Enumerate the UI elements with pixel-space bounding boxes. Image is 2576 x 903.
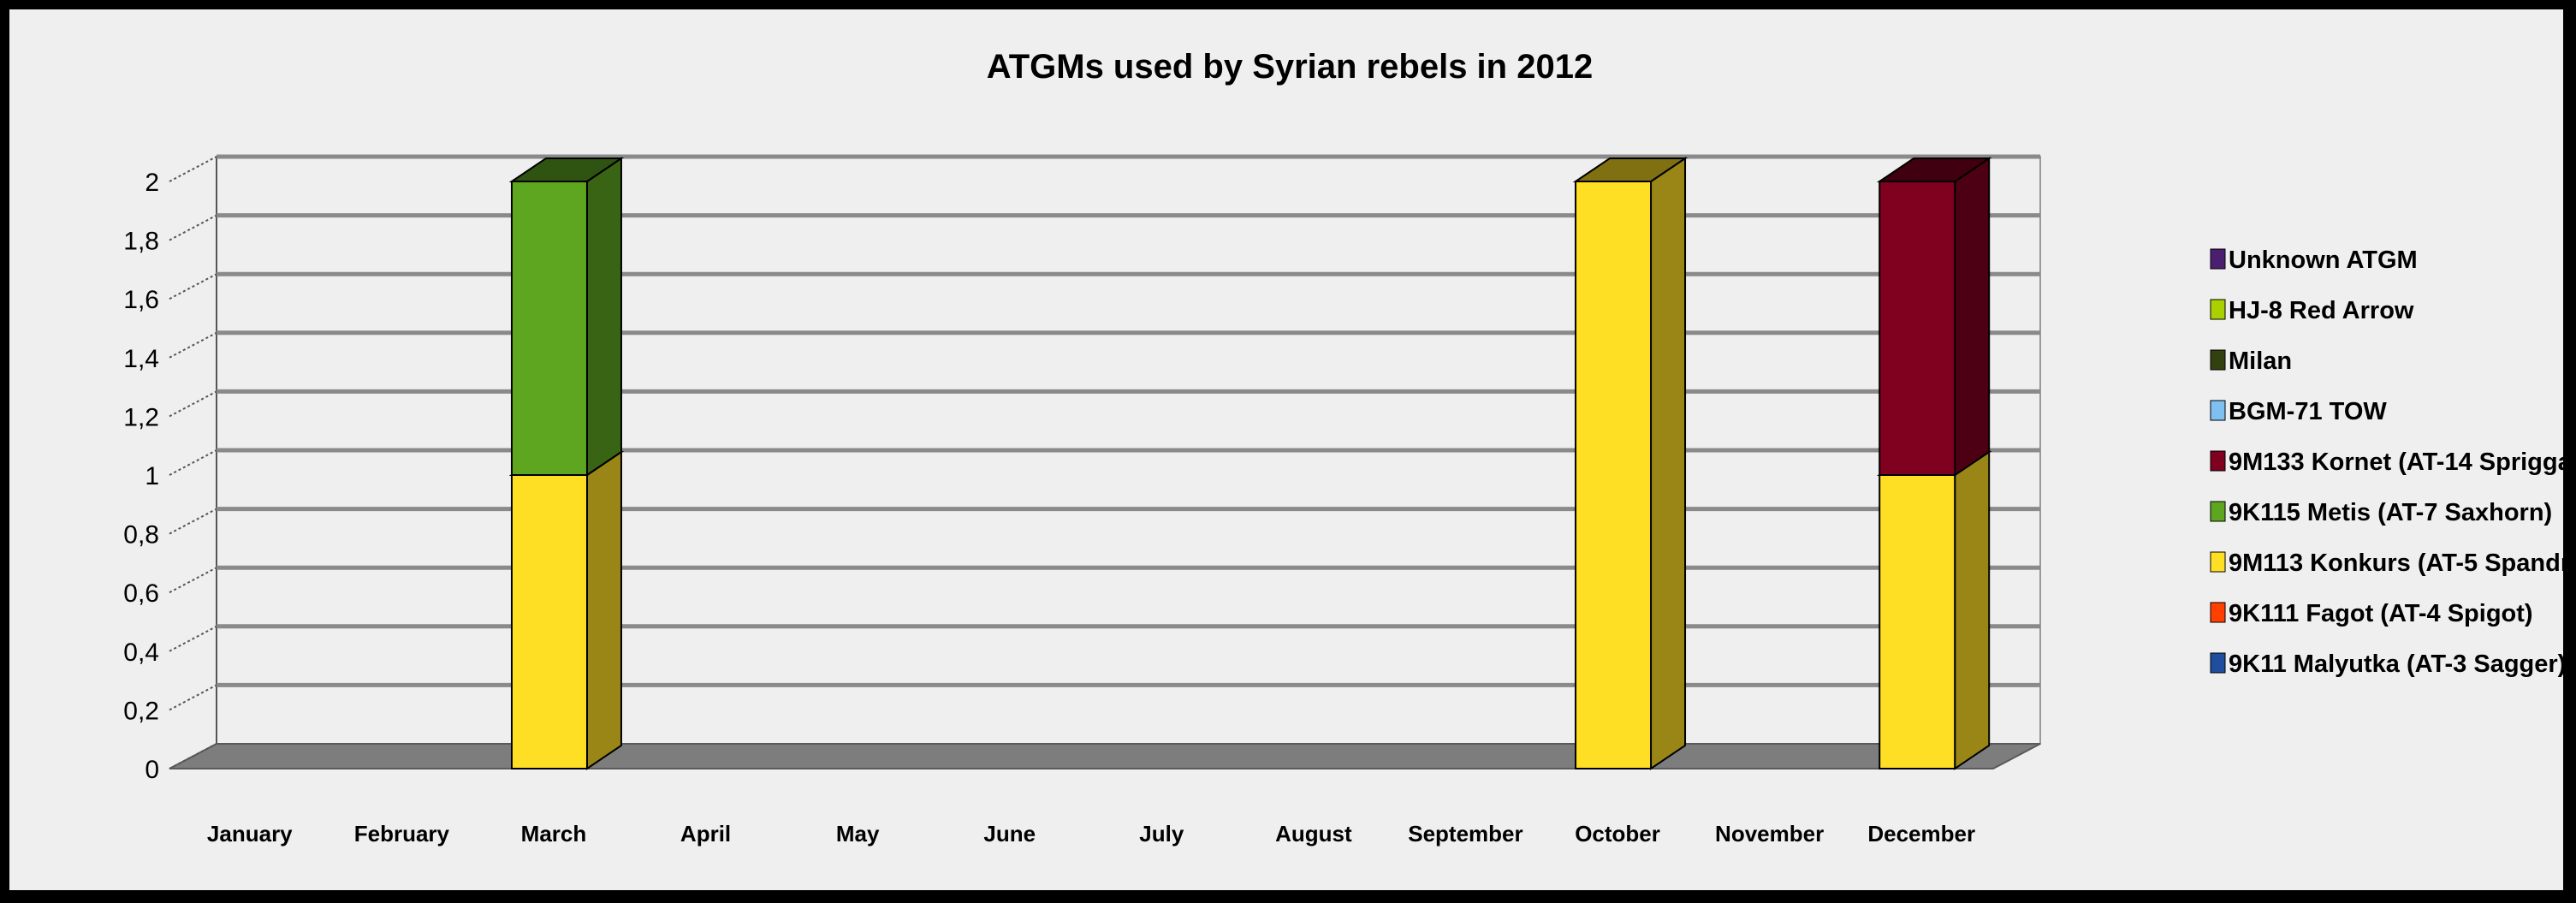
chart-title: ATGMs used by Syrian rebels in 2012 bbox=[987, 48, 1593, 86]
y-tick-label: 0,8 bbox=[123, 521, 159, 550]
bar-march-9k115-metis-at-7-saxhorn bbox=[510, 181, 588, 476]
gridline-depth bbox=[169, 449, 217, 476]
bars bbox=[508, 157, 1992, 770]
x-tick-label-march: March bbox=[521, 821, 587, 847]
y-tick-label: 2 bbox=[145, 169, 159, 197]
gridline-depth bbox=[169, 743, 217, 769]
gridline-depth bbox=[169, 625, 217, 652]
x-tick-label-september: September bbox=[1408, 821, 1522, 847]
legend-swatch-9m133-kornet-at-14-spriggan bbox=[2210, 450, 2226, 472]
bar-december-9m113-konkurs-at-5-spandrel-side bbox=[1954, 450, 1991, 770]
x-tick-label-december: December bbox=[1867, 821, 1975, 847]
x-tick-label-may: May bbox=[836, 821, 880, 847]
bar-october-9m113-konkurs-at-5-spandrel-side bbox=[1650, 157, 1687, 770]
legend-swatch-milan bbox=[2210, 349, 2226, 371]
bar-december-9m133-kornet-at-14-spriggan bbox=[1879, 181, 1956, 476]
y-tick-label: 0,2 bbox=[123, 697, 159, 725]
legend-swatch-9k111-fagot-at-4-spigot bbox=[2210, 602, 2226, 623]
legend-label-milan: Milan bbox=[2229, 348, 2292, 375]
legend-label-9k11-malyutka-at-3-sagger: 9K11 Malyutka (AT-3 Sagger) bbox=[2229, 651, 2563, 678]
legend-label-9k111-fagot-at-4-spigot: 9K111 Fagot (AT-4 Spigot) bbox=[2229, 600, 2533, 627]
bar-march-9m113-konkurs-at-5-spandrel-side bbox=[585, 450, 622, 770]
legend-swatch-bgm-71-tow bbox=[2210, 400, 2226, 421]
gridline-depth bbox=[169, 331, 217, 359]
floor bbox=[169, 743, 2041, 769]
legend-swatch-unknown-atgm bbox=[2210, 248, 2226, 270]
bar-december-9m113-konkurs-at-5-spandrel bbox=[1879, 474, 1956, 769]
legend-label-9k115-metis-at-7-saxhorn: 9K115 Metis (AT-7 Saxhorn) bbox=[2229, 499, 2552, 526]
bar-october-9m113-konkurs-at-5-spandrel bbox=[1575, 181, 1653, 769]
bar-december-9m133-kornet-at-14-spriggan-side bbox=[1954, 157, 1991, 477]
y-tick-label: 0,4 bbox=[123, 639, 159, 667]
x-tick-label-october: October bbox=[1575, 821, 1660, 847]
x-axis-labels: January February March April May June July Augu… bbox=[207, 821, 1975, 847]
y-tick-label: 1,2 bbox=[123, 403, 159, 431]
legend: Unknown ATGM HJ-8 Red Arrow Milan BGM-71 TO… bbox=[2210, 247, 2563, 678]
gridline-depth bbox=[169, 214, 217, 241]
bar-march-9m113-konkurs-at-5-spandrel bbox=[510, 474, 588, 769]
y-axis-ticks: 0 0,2 0,4 0,6 0,8 1 1,2 1,4 1,6 1,8 2 bbox=[123, 169, 159, 784]
gridline-depth bbox=[169, 156, 217, 182]
legend-label-unknown-atgm: Unknown ATGM bbox=[2229, 247, 2418, 274]
plot-walls bbox=[169, 156, 2041, 769]
x-tick-label-august: August bbox=[1275, 821, 1352, 847]
legend-label-9m133-kornet-at-14-spriggan: 9M133 Kornet (AT-14 Spriggan) bbox=[2229, 449, 2563, 476]
x-tick-label-february: February bbox=[354, 821, 450, 847]
legend-swatch-9k115-metis-at-7-saxhorn bbox=[2210, 501, 2226, 522]
y-tick-label: 1,6 bbox=[123, 286, 159, 314]
chart-frame: 0 0,2 0,4 0,6 0,8 1 1,2 1,4 1,6 1,8 2 January Febru… bbox=[8, 8, 2565, 892]
x-tick-label-july: July bbox=[1139, 821, 1184, 847]
gridline-depth bbox=[169, 567, 217, 594]
x-tick-label-january: January bbox=[207, 821, 293, 847]
x-tick-label-november: November bbox=[1715, 821, 1824, 847]
y-tick-label: 1 bbox=[145, 462, 159, 490]
gridline-depth bbox=[169, 684, 217, 711]
x-tick-label-april: April bbox=[680, 821, 731, 847]
y-tick-label: 0 bbox=[145, 756, 159, 784]
x-tick-label-june: June bbox=[983, 821, 1036, 847]
chart-svg: 0 0,2 0,4 0,6 0,8 1 1,2 1,4 1,6 1,8 2 January Febru… bbox=[123, 48, 2563, 847]
y-tick-label: 1,8 bbox=[123, 228, 159, 256]
legend-label-hj-8-red-arrow: HJ-8 Red Arrow bbox=[2229, 297, 2414, 324]
legend-swatch-9k11-malyutka-at-3-sagger bbox=[2210, 652, 2226, 674]
legend-label-9m113-konkurs-at-5-spandrel: 9M113 Konkurs (AT-5 Spandrel) bbox=[2229, 550, 2563, 577]
legend-swatch-hj-8-red-arrow bbox=[2210, 299, 2226, 320]
gridline-depth bbox=[169, 273, 217, 300]
legend-label-bgm-71-tow: BGM-71 TOW bbox=[2229, 398, 2387, 425]
y-tick-label: 0,6 bbox=[123, 579, 159, 608]
gridline-depth bbox=[169, 508, 217, 535]
y-tick-label: 1,4 bbox=[123, 345, 159, 373]
bar-march-9k115-metis-at-7-saxhorn-side bbox=[585, 157, 622, 477]
legend-swatch-9m113-konkurs-at-5-spandrel bbox=[2210, 551, 2226, 573]
gridline-depth bbox=[169, 390, 217, 418]
